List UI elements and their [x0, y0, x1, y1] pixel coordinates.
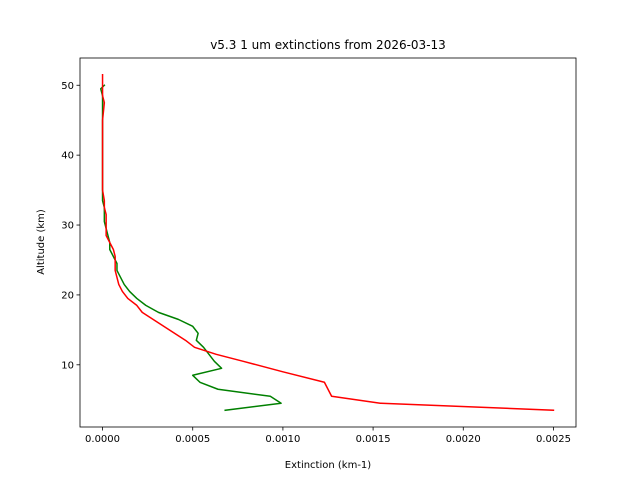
plot-frame: [79, 57, 577, 428]
chart-title: v5.3 1 um extinctions from 2026-03-13: [210, 38, 446, 52]
y-tick-label-0: 10: [61, 360, 74, 371]
y-tick-label-3: 40: [61, 151, 74, 162]
x-tick-label-3: 0.0015: [356, 434, 391, 445]
plot-area: [80, 58, 576, 427]
series-layer: [99, 74, 555, 412]
x-tick-label-1: 0.0005: [175, 434, 210, 445]
y-tick-label-2: 30: [61, 221, 74, 232]
y-axis-ticks: 10 20 30 40 50: [61, 81, 80, 371]
x-axis-label: Extinction (km-1): [285, 460, 372, 471]
series-line-0: [99, 84, 282, 412]
x-tick-label-5: 0.0025: [536, 434, 571, 445]
series-line-1: [101, 74, 555, 412]
y-tick-label-4: 50: [61, 81, 74, 92]
x-tick-label-4: 0.0020: [446, 434, 481, 445]
y-axis-label: Altitude (km): [36, 209, 47, 275]
x-tick-label-0: 0.0000: [85, 434, 120, 445]
x-tick-label-2: 0.0010: [265, 434, 300, 445]
x-axis-ticks: 0.0000 0.0005 0.0010 0.0015 0.0020 0.0025: [85, 427, 571, 445]
y-tick-label-1: 20: [61, 290, 74, 301]
